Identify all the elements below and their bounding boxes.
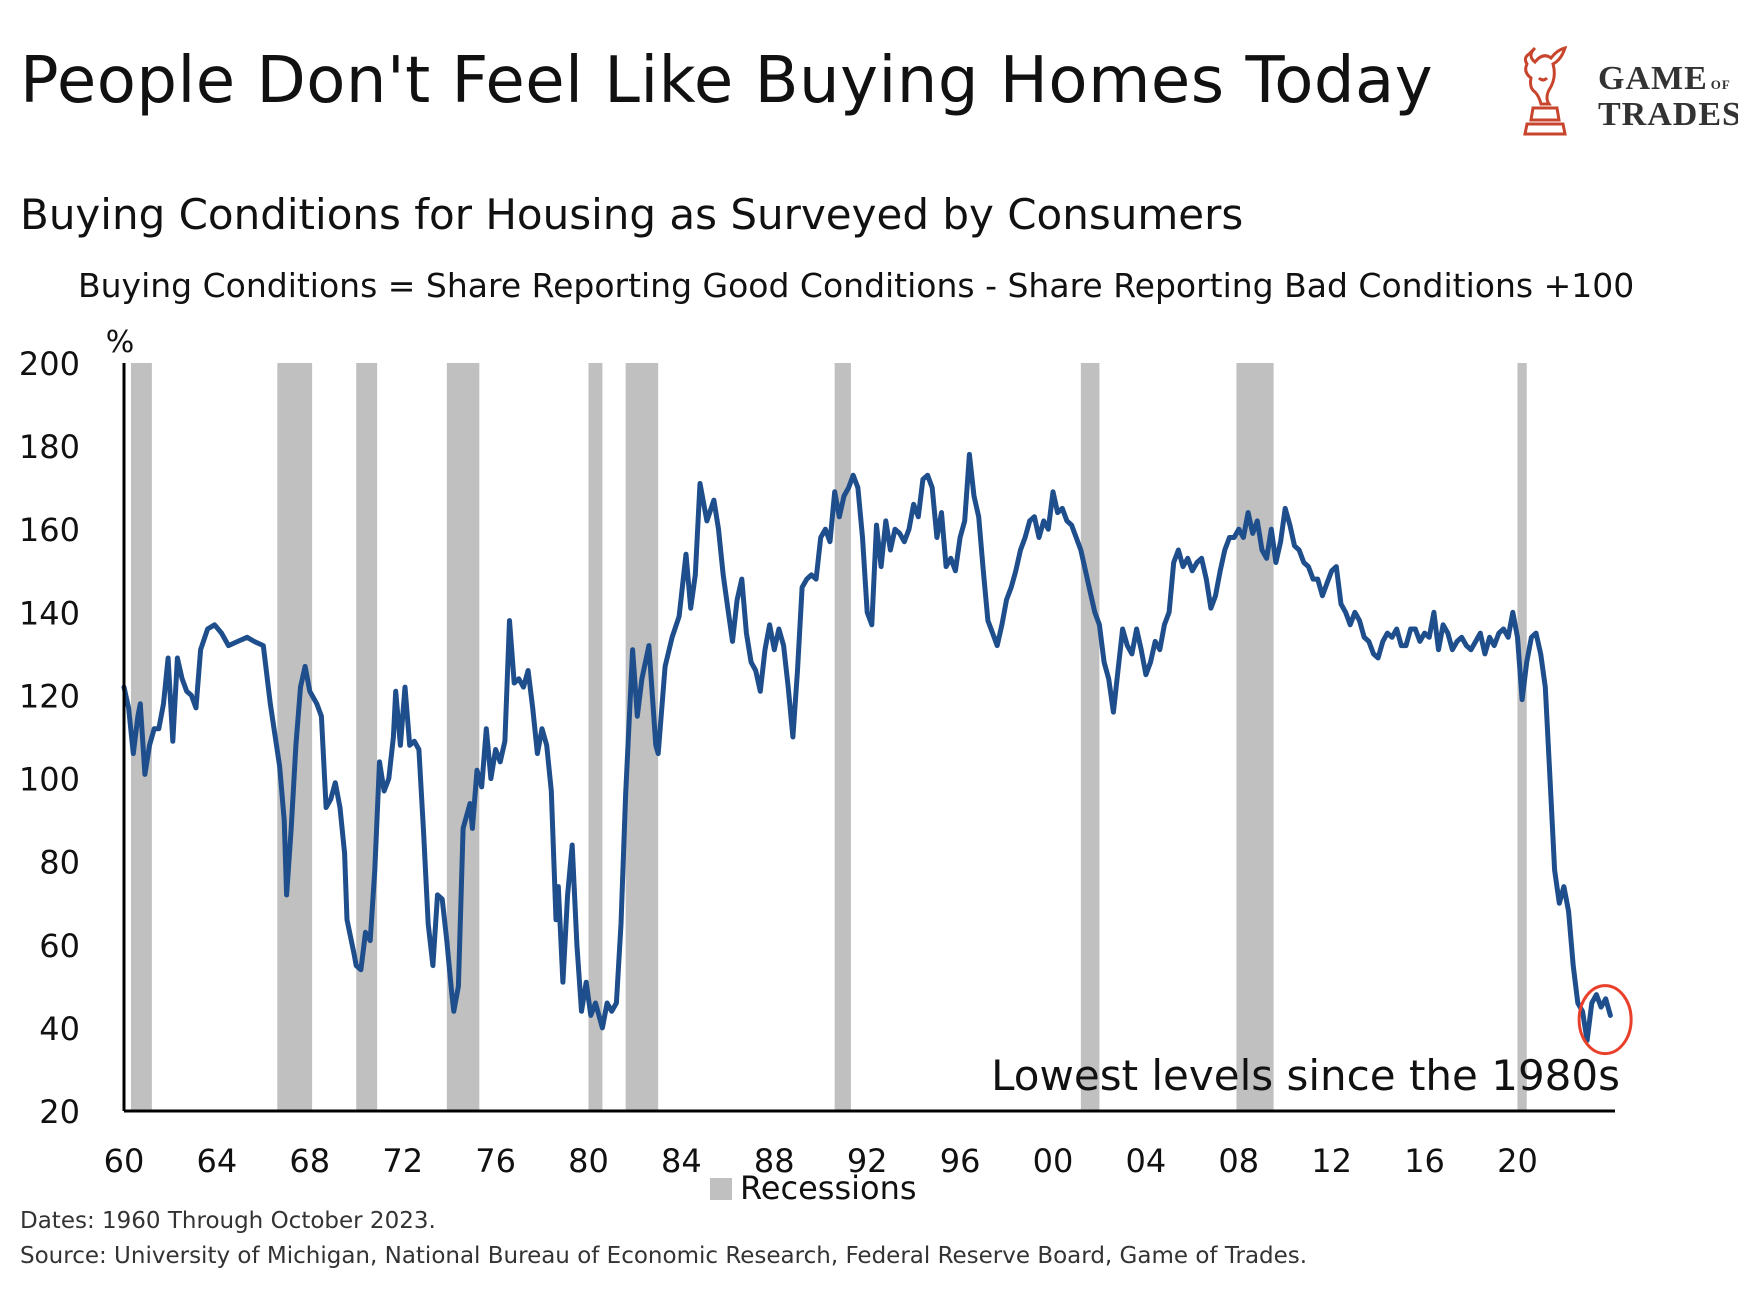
x-tick-label: 72 <box>382 1142 423 1180</box>
logo-line2: TRADES <box>1598 96 1738 133</box>
y-tick-label: 120 <box>19 677 80 715</box>
y-tick-label: 60 <box>39 927 80 965</box>
annotation-layer: Lowest levels since the 1980s <box>991 984 1633 1100</box>
x-tick-label: 84 <box>661 1142 702 1180</box>
y-tick-label: 100 <box>19 761 80 799</box>
x-tick-label: 76 <box>475 1142 516 1180</box>
x-tick-label: 16 <box>1404 1142 1445 1180</box>
highlight-circle <box>1577 984 1633 1056</box>
y-tick-label: 160 <box>19 511 80 549</box>
legend-recession-swatch <box>710 1178 732 1200</box>
recession-band <box>1236 363 1274 1111</box>
y-tick-label: 140 <box>19 594 80 632</box>
dates-note: Dates: 1960 Through October 2023. <box>20 1208 436 1234</box>
x-tick-label: 92 <box>847 1142 888 1180</box>
logo-wordmark: GAME OF TRADES <box>1598 62 1738 132</box>
x-tick-label: 64 <box>197 1142 238 1180</box>
logo-line1: GAME <box>1598 60 1708 97</box>
y-tick-label: 80 <box>39 844 80 882</box>
bull-chess-knight-icon <box>1523 45 1568 136</box>
series-line <box>121 451 1613 1043</box>
series-layer <box>121 451 1613 1043</box>
y-tick-label: 200 <box>19 345 80 383</box>
x-tick-label: 20 <box>1497 1142 1538 1180</box>
x-tick-label: 60 <box>104 1142 145 1180</box>
x-tick-label: 68 <box>289 1142 330 1180</box>
x-tick-label: 12 <box>1311 1142 1352 1180</box>
legend-recession-label: Recessions <box>740 1169 917 1207</box>
recession-band <box>356 363 378 1111</box>
x-tick-label: 88 <box>754 1142 795 1180</box>
x-tick-label: 08 <box>1218 1142 1259 1180</box>
source-note: Source: University of Michigan, National… <box>20 1243 1308 1269</box>
y-axis-unit-label: % <box>106 325 135 360</box>
recession-band <box>834 363 851 1111</box>
page-title: People Don't Feel Like Buying Homes Toda… <box>20 44 1434 118</box>
x-tick-label: 04 <box>1126 1142 1167 1180</box>
y-tick-label: 40 <box>39 1010 80 1048</box>
chart-axes: 20 40 60 80 100 120 140 160 180 200% 60 64 68 72 76 80 8… <box>19 325 1615 1207</box>
formula-caption: Buying Conditions = Share Reporting Good… <box>78 266 1635 305</box>
annotation-text: Lowest levels since the 1980s <box>991 1051 1620 1100</box>
game-of-trades-logo <box>1523 45 1568 136</box>
x-tick-label: 80 <box>568 1142 609 1180</box>
logo-of: OF <box>1710 77 1731 92</box>
recession-band <box>588 363 603 1111</box>
y-tick-label: 180 <box>19 428 80 466</box>
x-tick-label: 00 <box>1033 1142 1074 1180</box>
chart-subtitle: Buying Conditions for Housing as Surveye… <box>20 190 1244 239</box>
recession-bands <box>130 363 1527 1111</box>
recession-band <box>1080 363 1100 1111</box>
recession-band <box>1517 363 1527 1111</box>
y-tick-label: 20 <box>39 1093 80 1131</box>
x-tick-label: 96 <box>940 1142 981 1180</box>
